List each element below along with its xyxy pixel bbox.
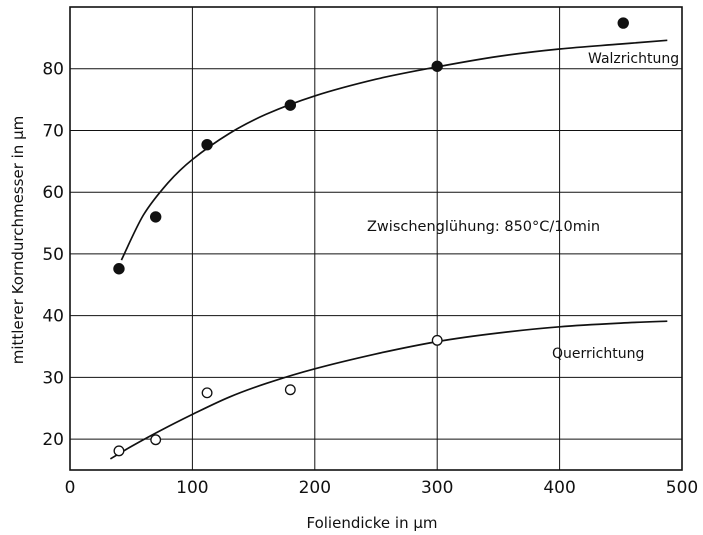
x-tick-label: 500 <box>666 478 698 498</box>
y-tick-label: 60 <box>42 183 64 203</box>
fit-curve-querrichtung <box>109 320 668 460</box>
data-point-querrichtung <box>431 334 443 346</box>
data-point-querrichtung <box>284 384 296 396</box>
y-tick-label: 20 <box>42 430 64 450</box>
data-point-querrichtung <box>150 434 162 446</box>
data-point-walzrichtung <box>113 263 125 275</box>
plot-frame <box>69 6 683 471</box>
x-tick-label: 100 <box>176 478 208 498</box>
fit-curves <box>109 39 668 460</box>
data-point-querrichtung <box>113 445 125 457</box>
series-label-querrichtung: Querrichtung <box>552 346 644 362</box>
fit-curve-walzrichtung <box>120 39 668 261</box>
x-ticks: 0 100 200 300 400 500 <box>65 478 699 498</box>
x-tick-label: 400 <box>543 478 575 498</box>
grid <box>70 7 682 470</box>
y-ticks: 20 30 40 50 60 70 80 <box>42 60 64 450</box>
x-tick-label: 0 <box>65 478 76 498</box>
data-point-querrichtung <box>201 387 213 399</box>
x-axis-title: Foliendicke in µm <box>306 514 437 532</box>
y-tick-label: 30 <box>42 368 64 388</box>
data-point-walzrichtung <box>284 99 297 111</box>
y-tick-label: 80 <box>42 60 64 80</box>
y-tick-label: 50 <box>42 245 64 265</box>
annotation-intermediate-annealing: Zwischenglühung: 850°C/10min <box>367 219 600 235</box>
y-tick-label: 40 <box>42 307 64 327</box>
y-tick-label: 70 <box>42 121 64 141</box>
x-tick-label: 200 <box>299 478 331 498</box>
data-point-walzrichtung <box>431 60 443 72</box>
data-point-walzrichtung <box>149 211 162 223</box>
series-label-walzrichtung: Walzrichtung <box>588 51 679 67</box>
data-point-walzrichtung <box>617 17 629 29</box>
y-axis-title: mittlerer Korndurchmesser in µm <box>9 116 27 364</box>
x-tick-label: 300 <box>421 478 453 498</box>
data-point-walzrichtung <box>201 138 213 151</box>
data-points <box>113 17 629 457</box>
